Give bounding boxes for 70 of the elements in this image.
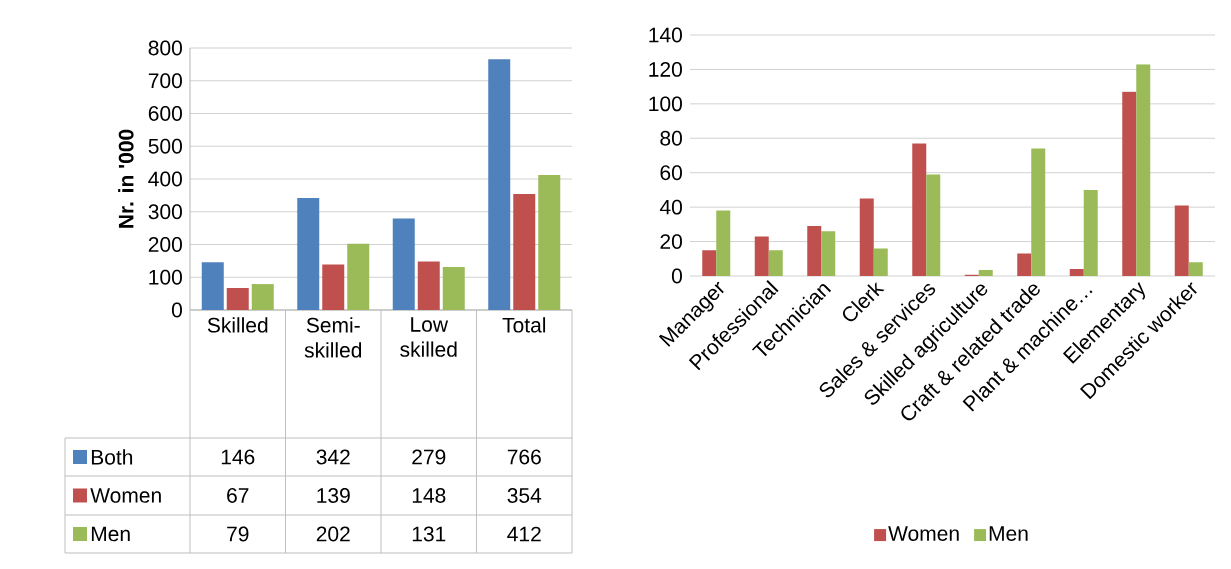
- x-tick-label: Total: [502, 317, 546, 333]
- data-label: 766: [507, 449, 541, 465]
- y-tick-label: 100: [649, 96, 682, 112]
- bar: [702, 250, 717, 276]
- bar: [226, 288, 249, 310]
- y-tick-label: 500: [148, 138, 182, 154]
- bar: [821, 231, 836, 276]
- x-tick-label: Low skilled: [400, 317, 457, 357]
- bar: [1031, 148, 1046, 276]
- bar: [297, 197, 320, 310]
- legend-label: Women: [90, 488, 161, 503]
- y-tick-label: 400: [148, 171, 182, 187]
- bar: [1122, 91, 1137, 276]
- x-tick-label: Semi-skilled: [304, 317, 362, 358]
- bar: [347, 243, 370, 310]
- bar: [873, 248, 888, 276]
- y-tick-label: 600: [148, 106, 182, 121]
- y-tick-label: 40: [659, 199, 682, 215]
- y-tick-label: 60: [660, 165, 682, 181]
- data-label: 279: [412, 449, 446, 465]
- bar: [1083, 189, 1098, 276]
- y-tick-label: 700: [148, 73, 182, 89]
- y-tick-label: 140: [649, 27, 682, 43]
- data-label: 148: [412, 488, 446, 503]
- bar: [488, 59, 511, 310]
- legend-label: Both: [91, 449, 133, 465]
- y-tick-label: 100: [149, 269, 182, 285]
- bar: [1069, 269, 1084, 276]
- bar: [926, 174, 941, 276]
- bar: [754, 236, 769, 276]
- bar: [1174, 205, 1189, 276]
- legend-label: Men: [91, 526, 130, 542]
- y-tick-label: 300: [148, 204, 182, 220]
- bar: [417, 261, 440, 310]
- x-tick-label: Skilled: [207, 317, 268, 333]
- data-label: 79: [227, 526, 249, 542]
- bar: [538, 175, 561, 310]
- bar: [716, 210, 731, 276]
- bar: [1017, 253, 1032, 276]
- y-tick-label: 120: [649, 61, 682, 77]
- bar: [859, 198, 874, 276]
- bar: [978, 269, 993, 276]
- data-label: 354: [507, 488, 542, 503]
- data-label: 131: [412, 526, 446, 542]
- y-tick-label: 80: [660, 130, 682, 146]
- data-label: 146: [221, 449, 255, 465]
- bar: [1136, 64, 1151, 276]
- bar: [201, 262, 224, 310]
- y-tick-label: 0: [671, 268, 682, 284]
- y-tick-label: 20: [660, 234, 682, 249]
- y-tick-label: 200: [148, 237, 182, 252]
- y-tick-label: 800: [148, 40, 182, 56]
- bar: [392, 218, 415, 310]
- data-label: 202: [316, 526, 350, 542]
- data-label: 342: [316, 449, 350, 465]
- bar: [912, 143, 927, 276]
- data-label: 412: [507, 526, 541, 542]
- data-label: 139: [317, 488, 350, 503]
- y-tick-label: 0: [171, 302, 182, 318]
- legend-label: Women: [888, 526, 959, 541]
- bar: [442, 267, 465, 310]
- bar: [322, 264, 345, 310]
- data-label: 67: [227, 488, 249, 503]
- bar: [768, 250, 783, 276]
- y-axis-title: Nr. in '000: [118, 129, 134, 228]
- legend-label: Men: [989, 526, 1028, 541]
- bar: [807, 226, 822, 276]
- bar: [513, 194, 536, 310]
- bar: [1188, 262, 1203, 276]
- bar: [251, 284, 274, 310]
